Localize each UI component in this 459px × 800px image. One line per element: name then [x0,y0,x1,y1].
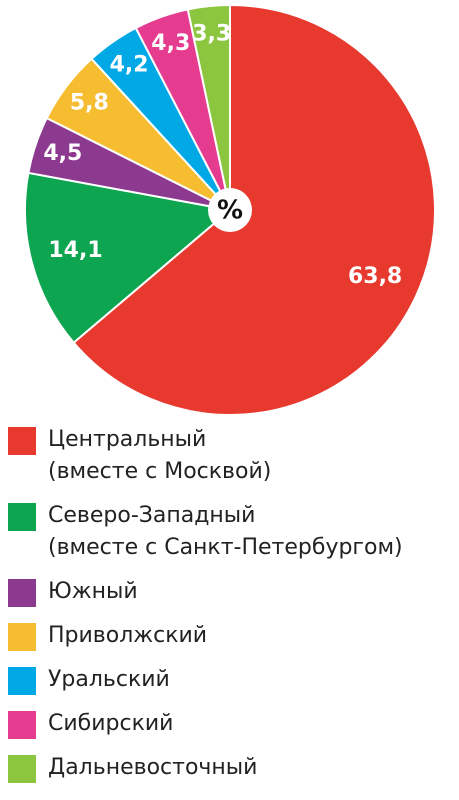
value-label: 5,8 [70,91,109,116]
legend-label: Южный [48,579,138,604]
legend-label: Приволжский [48,623,208,648]
legend-item: Сибирский [8,710,403,740]
legend-label: Центральный (вместе с Москвой) [48,427,272,484]
legend-swatch [8,711,36,739]
value-label: 63,8 [348,264,402,289]
legend-swatch [8,503,36,531]
legend-swatch [8,667,36,695]
legend-label: Сибирский [48,711,174,736]
chart: 63,8 14,1 4,5 5,84,24,3 3,3% [24,3,436,416]
legend: Центральный (вместе с Москвой) Северо-Зап… [8,426,403,798]
legend-item: Центральный (вместе с Москвой) [8,426,403,488]
pie-slice [186,3,231,211]
legend-swatch [8,623,36,651]
legend-item: Дальневосточный [8,754,403,784]
legend-item: Северо-Западный (вместе с Санкт-Петербур… [8,502,403,564]
value-label: 3,3 [192,22,231,47]
legend-swatch [8,427,36,455]
legend-swatch [8,755,36,783]
legend-item: Южный [8,578,403,608]
value-label: 14,1 [48,238,102,263]
center-label: % [217,196,243,226]
legend-swatch [8,579,36,607]
value-label: 4,3 [151,31,190,56]
value-label: 4,5 [43,141,82,166]
legend-item: Уральский [8,666,403,696]
pie-slice [72,3,436,416]
value-label: 4,2 [110,52,149,77]
legend-item: Приволжский [8,622,403,652]
legend-label: Уральский [48,667,170,692]
legend-label: Дальневосточный [48,755,258,780]
legend-label: Северо-Западный (вместе с Санкт-Петербур… [48,503,403,560]
center-circle [208,188,252,232]
pie-slice [24,171,233,345]
